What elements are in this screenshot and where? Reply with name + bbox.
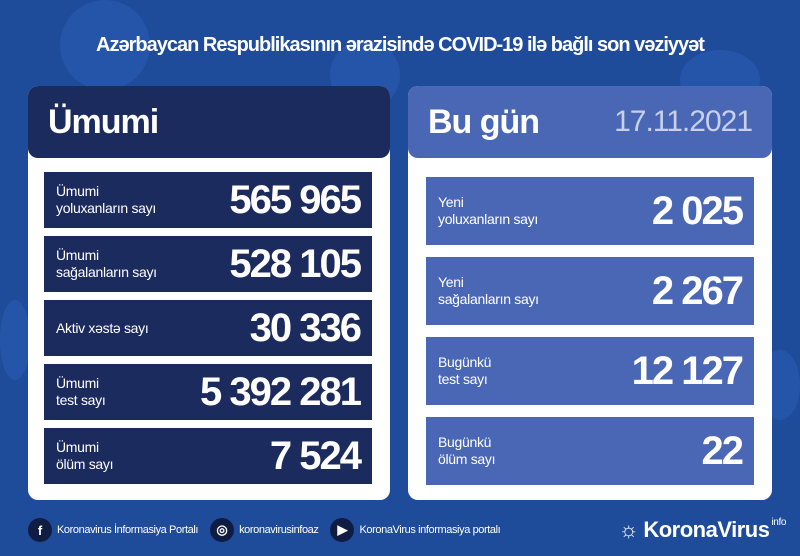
stat-card: Ümumi ölüm sayı 7 524 bbox=[44, 428, 372, 484]
stat-value: 5 392 281 bbox=[200, 369, 362, 414]
stat-value: 528 105 bbox=[229, 241, 362, 286]
stat-value: 2 025 bbox=[651, 188, 744, 233]
today-heading: Bu gün bbox=[428, 102, 540, 141]
instagram-link[interactable]: ◎ koronavirusinfoaz bbox=[210, 518, 319, 542]
stat-card: Yeni sağalanların sayı 2 267 bbox=[426, 257, 754, 325]
stat-value: 565 965 bbox=[229, 177, 362, 222]
virus-decoration bbox=[60, 0, 150, 90]
facebook-icon: f bbox=[28, 518, 52, 542]
stat-label: Ümumi yoluxanların sayı bbox=[56, 183, 156, 216]
stat-label: Yeni yoluxanların sayı bbox=[438, 194, 538, 227]
stat-value: 2 267 bbox=[651, 268, 744, 313]
sun-virus-icon: ☼ bbox=[618, 517, 639, 542]
stat-card: Ümumi yoluxanların sayı 565 965 bbox=[44, 172, 372, 228]
stat-value: 7 524 bbox=[269, 433, 362, 478]
youtube-link[interactable]: ▶ KoronaVirus informasiya portalı bbox=[330, 518, 501, 542]
facebook-link[interactable]: f Koronavirus İnformasiya Portalı bbox=[28, 518, 198, 542]
overall-panel: Ümumi Ümumi yoluxanların sayı 565 965 Ümum… bbox=[28, 86, 390, 500]
stat-card: Ümumi test sayı 5 392 281 bbox=[44, 364, 372, 420]
instagram-label: koronavirusinfoaz bbox=[239, 524, 319, 536]
page-title: Azərbaycan Respublikasının ərazisində CO… bbox=[96, 34, 705, 56]
stat-label: Yeni sağalanların sayı bbox=[438, 274, 539, 307]
stat-card: Ümumi sağalanların sayı 528 105 bbox=[44, 236, 372, 292]
stat-card: Aktiv xəstə sayı 30 336 bbox=[44, 300, 372, 356]
stat-label: Ümumi test sayı bbox=[56, 375, 106, 408]
brand-suffix: info bbox=[771, 517, 786, 528]
stat-label: Ümumi sağalanların sayı bbox=[56, 247, 157, 280]
today-panel: Bu gün 17.11.2021 Yeni yoluxanların sayı 2 … bbox=[408, 86, 772, 500]
stat-value: 12 127 bbox=[631, 348, 744, 393]
instagram-icon: ◎ bbox=[210, 518, 235, 542]
brand-name: KoronaVirus bbox=[643, 517, 770, 542]
stat-card: Bugünkü test sayı 12 127 bbox=[426, 337, 754, 405]
stat-card: Bugünkü ölüm sayı 22 bbox=[426, 417, 754, 485]
today-header: Bu gün 17.11.2021 bbox=[408, 86, 772, 158]
brand-logo: ☼ KoronaVirus info bbox=[618, 517, 787, 543]
stat-label: Aktiv xəstə sayı bbox=[56, 319, 149, 336]
youtube-label: KoronaVirus informasiya portalı bbox=[359, 524, 501, 536]
overall-heading: Ümumi bbox=[48, 102, 159, 141]
virus-decoration bbox=[0, 300, 30, 380]
stat-label: Ümumi ölüm sayı bbox=[56, 439, 114, 472]
overall-header: Ümumi bbox=[28, 86, 390, 158]
stat-value: 22 bbox=[701, 428, 744, 473]
stat-label: Bugünkü ölüm sayı bbox=[438, 434, 496, 467]
youtube-icon: ▶ bbox=[330, 518, 355, 542]
stat-value: 30 336 bbox=[249, 305, 362, 350]
stat-label: Bugünkü test sayı bbox=[438, 354, 492, 387]
date: 17.11.2021 bbox=[614, 105, 753, 138]
stat-card: Yeni yoluxanların sayı 2 025 bbox=[426, 177, 754, 245]
footer: f Koronavirus İnformasiya Portalı ◎ korona… bbox=[0, 512, 800, 548]
facebook-label: Koronavirus İnformasiya Portalı bbox=[57, 524, 199, 536]
